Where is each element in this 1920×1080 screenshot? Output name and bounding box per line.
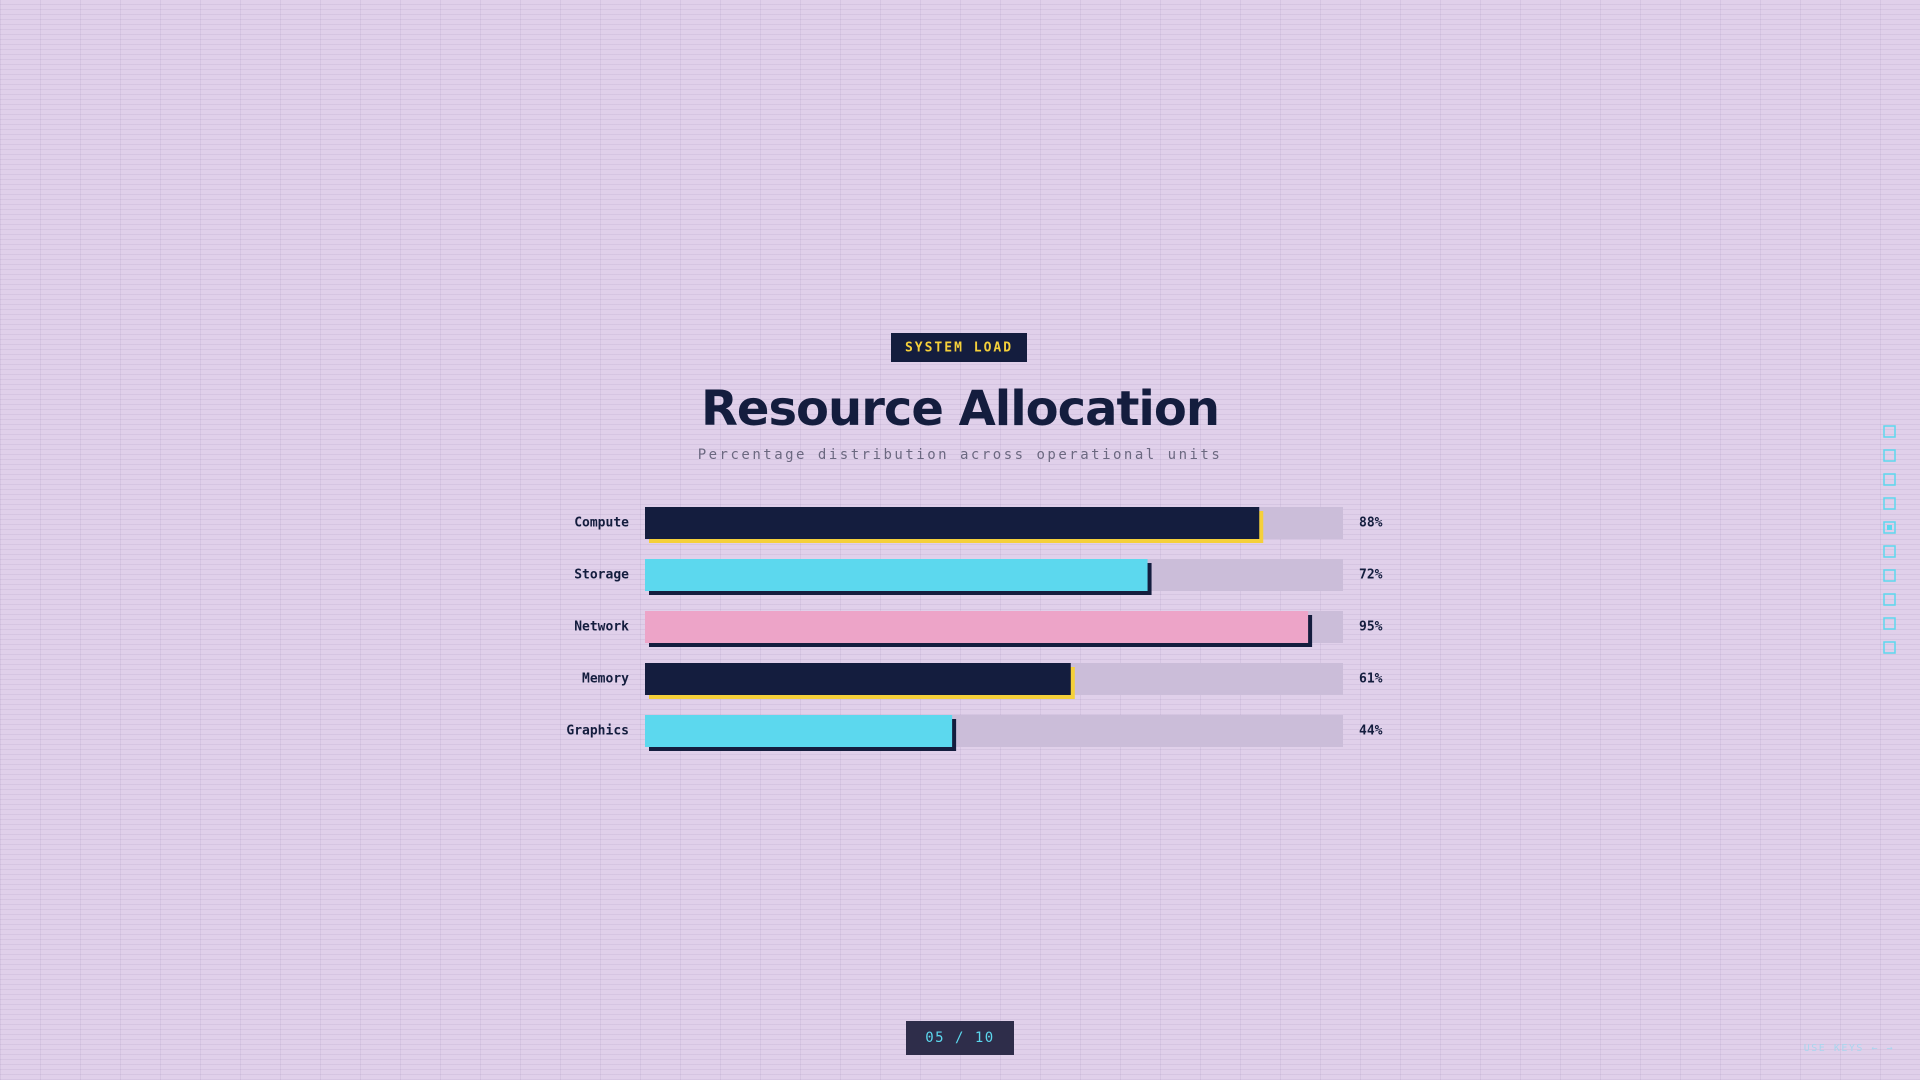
tag: SYSTEM LOAD <box>905 341 1013 356</box>
category-label: Memory <box>582 672 629 687</box>
value-label: 44% <box>1359 724 1383 739</box>
nav-dot[interactable] <box>1883 449 1896 462</box>
bar <box>645 611 1309 643</box>
nav-dot[interactable] <box>1883 473 1896 486</box>
pagination: 05 / 10 <box>925 1030 995 1046</box>
bar <box>645 559 1148 591</box>
nav-dot[interactable] <box>1883 617 1896 630</box>
value-label: 72% <box>1359 568 1383 583</box>
pagination-box <box>906 1021 1014 1055</box>
value-label: 88% <box>1359 516 1383 531</box>
nav-dot[interactable] <box>1883 545 1896 558</box>
bar-chart: Compute 88% Storage 72% Network 95% Memory 61% G… <box>566 507 1383 751</box>
category-label: Network <box>574 620 629 635</box>
bar <box>645 715 953 747</box>
nav-dot[interactable] <box>1883 425 1896 438</box>
nav-dot[interactable] <box>1883 641 1896 654</box>
nav-dot[interactable] <box>1883 497 1896 510</box>
nav-dot[interactable] <box>1883 593 1896 606</box>
nav-dot-active <box>1887 525 1892 530</box>
bar <box>645 663 1071 695</box>
hint: USE KEYS ← → <box>1804 1043 1894 1054</box>
chart-subtitle: Percentage distribution across operation… <box>698 447 1223 463</box>
slide-nav <box>1883 425 1896 654</box>
value-label: 95% <box>1359 620 1383 635</box>
value-label: 61% <box>1359 672 1383 687</box>
bar <box>645 507 1260 539</box>
category-label: Storage <box>574 568 629 583</box>
nav-dot[interactable] <box>1883 569 1896 582</box>
tag-box <box>891 333 1027 362</box>
chart-title: Resource Allocation <box>701 381 1219 437</box>
category-label: Compute <box>574 516 629 531</box>
category-label: Graphics <box>566 724 629 739</box>
nav-dot[interactable] <box>1883 521 1896 534</box>
